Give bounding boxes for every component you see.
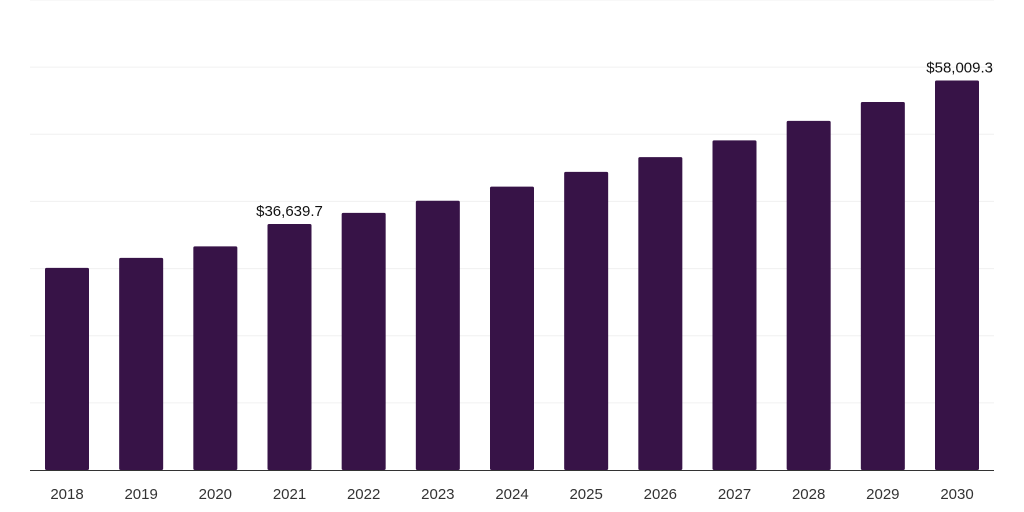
bar-2023[interactable] [415, 200, 460, 470]
x-tick-label: 2030 [940, 486, 973, 503]
x-tick-label: 2020 [199, 486, 232, 503]
bar-2028[interactable] [786, 120, 831, 470]
x-tick-label: 2024 [495, 486, 528, 503]
x-tick-label: 2019 [124, 486, 157, 503]
bar-2022[interactable] [341, 212, 386, 471]
x-tick-label: 2029 [866, 486, 899, 503]
x-tick-label: 2022 [347, 486, 380, 503]
x-tick-label: 2025 [569, 486, 602, 503]
bar-2021[interactable] [267, 223, 312, 470]
x-tick-label: 2021 [273, 486, 306, 503]
x-tick-label: 2023 [421, 486, 454, 503]
bar-2029[interactable] [860, 102, 905, 471]
bar-2019[interactable] [119, 257, 164, 470]
data-labels: $36,639.7 $58,009.3 [256, 60, 993, 220]
data-label-2021: $36,639.7 [256, 203, 323, 220]
x-tick-label: 2018 [50, 486, 83, 503]
bar-2025[interactable] [564, 171, 609, 470]
x-tick-label: 2026 [644, 486, 677, 503]
data-label-2030: $58,009.3 [926, 60, 993, 77]
x-tick-label: 2028 [792, 486, 825, 503]
x-tick-label: 2027 [718, 486, 751, 503]
bar-2018[interactable] [45, 267, 89, 470]
bar-2030[interactable] [935, 80, 979, 471]
bar-2024[interactable] [490, 186, 534, 470]
bars [45, 80, 979, 471]
bar-2027[interactable] [712, 140, 757, 471]
bar-2026[interactable] [638, 157, 683, 470]
bar-2020[interactable] [193, 246, 238, 470]
x-axis-tick-labels: 2018 2019 2020 2021 2022 2023 2024 2025 2026 2027… [50, 486, 973, 503]
